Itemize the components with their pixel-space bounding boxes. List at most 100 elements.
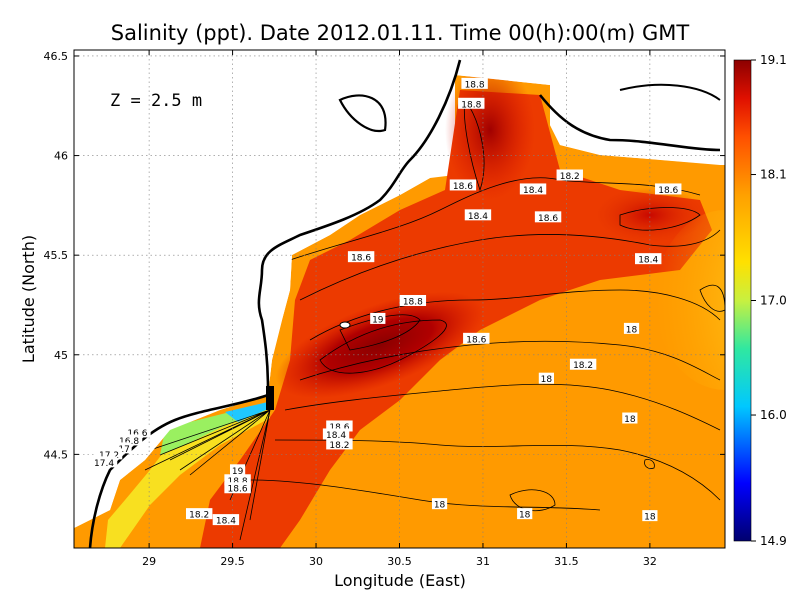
contour-label: 16.6 [124, 426, 151, 439]
contour-label: 18.8 [224, 474, 251, 487]
contour-label-box [95, 448, 123, 460]
contour-label-text: 18.6 [453, 182, 473, 192]
colorbar-tick-label: 16.0 [760, 408, 787, 422]
contour-label-box [326, 420, 353, 432]
colorbar-tick-label: 14.9 [760, 534, 787, 548]
x-tick-label: 30.5 [387, 555, 412, 568]
contour-label-text: 17.4 [94, 459, 114, 469]
contour-label-text: 18.2 [573, 361, 593, 371]
contour-label: 18.6 [534, 211, 562, 224]
x-tick-label: 32 [643, 555, 657, 568]
contour-label-text: 19 [372, 315, 384, 325]
contour-label-box [569, 358, 597, 370]
contour-label-text: 18.6 [351, 254, 371, 264]
contour-label-text: 18.8 [465, 80, 485, 90]
contour-label-box [229, 464, 246, 476]
contour-label-text: 18.8 [228, 477, 248, 487]
coastline [257, 59, 462, 391]
contour-label: 18 [642, 510, 658, 523]
contour-label-text: 18 [434, 501, 446, 511]
contour-labels: 18.818.818.618.218.4 18.618.4 18.618.6 18.4… [90, 77, 682, 527]
contour-label-text: 18.6 [658, 186, 678, 196]
chart-title: Salinity (ppt). Date 2012.01.11. Time 00… [111, 21, 690, 45]
sea-north-core [445, 60, 535, 200]
contour-label: 18.4 [464, 209, 492, 222]
coastline-lagoon [338, 94, 387, 133]
land-mass-north [455, 50, 725, 165]
x-tick-label: 30 [309, 555, 323, 568]
contour-label-box [622, 412, 638, 424]
contour-lines [144, 98, 725, 541]
x-axis: 29 29.5 30 30.5 31 31.5 32 [142, 50, 657, 568]
contour-label-text: 18.4 [523, 186, 543, 196]
contour-label-box [464, 209, 492, 221]
y-axis-label: Latitude (North) [19, 235, 38, 363]
contour-label: 18.2 [569, 358, 597, 371]
contour-label-text: 18.2 [560, 172, 580, 182]
sea-east-core [595, 187, 705, 243]
contour-label: 18 [431, 498, 448, 511]
contour-label-box [655, 183, 682, 195]
contour-label: 18 [517, 508, 533, 521]
contour-label-box [212, 514, 240, 526]
colorbar-tick-label: 19.1 [760, 53, 787, 67]
contour-label-box [556, 169, 583, 181]
contour-label: 18.6 [449, 179, 477, 192]
colorbar-tick-label: 17.0 [760, 294, 787, 308]
contour-label-text: 18.6 [538, 214, 558, 224]
contour-label-text: 16.6 [127, 429, 147, 439]
contour-label: 18 [622, 412, 638, 425]
contour-label: 18.8 [458, 97, 485, 110]
contour-label: 18.8 [461, 77, 488, 90]
contour-label-box [642, 510, 658, 522]
coastline-estuary [619, 83, 721, 101]
contour-label: 18.4 [635, 253, 662, 266]
contour-label-box [185, 508, 213, 520]
contour-label-box [449, 179, 477, 191]
y-tick-label: 45.5 [44, 249, 69, 262]
contour-label-box [461, 77, 488, 89]
contour-label-box [458, 97, 485, 109]
contour-label: 18.2 [556, 169, 583, 182]
contour-label-text: 18.4 [216, 517, 236, 527]
coastline-north [538, 94, 721, 152]
x-tick-label: 31.5 [554, 555, 579, 568]
contour-label: 17 [116, 442, 132, 455]
fresh-plume-tip [225, 402, 268, 422]
contour-label-box [635, 253, 662, 265]
contour-label: 18.6 [224, 482, 251, 495]
y-axis: 44.5 45 45.5 46 46.5 [44, 50, 725, 461]
contour-label: 16.8 [115, 434, 143, 447]
contour-label-box [370, 312, 386, 324]
contour-label-text: 18.4 [638, 256, 658, 266]
island [339, 321, 351, 329]
depth-annotation: Z = 2.5 m [110, 91, 202, 111]
contour-label-text: 18.4 [326, 431, 346, 441]
contour-label-text: 18.2 [189, 511, 209, 521]
contour-label: 17.4 [90, 456, 118, 469]
contour-label-box [224, 482, 251, 494]
contour-label-text: 19 [232, 467, 244, 477]
colorbar [733, 59, 752, 542]
contour-label: 18.4 [519, 183, 547, 196]
x-tick-label: 29 [142, 555, 156, 568]
contour-label: 17.2 [95, 448, 123, 461]
y-tick-label: 45 [54, 349, 68, 362]
contour-label-box [124, 426, 151, 438]
contour-label-box [116, 442, 132, 454]
contour-label-text: 18.8 [461, 100, 481, 110]
contour-label-text: 17.2 [99, 451, 119, 461]
contour-label-box [623, 322, 640, 334]
contour-label: 18.2 [326, 438, 353, 451]
land-mass [74, 50, 455, 528]
contour-label-text: 17 [118, 445, 129, 455]
contour-label-box [517, 508, 533, 520]
contour-label-text: 18 [644, 513, 656, 523]
contour-label-text: 18 [626, 325, 638, 335]
contour-label-box [326, 438, 353, 450]
contour-label: 18.2 [185, 508, 213, 521]
contour-label: 19 [229, 464, 246, 477]
contour-label: 18.8 [399, 294, 427, 307]
contour-label: 19 [370, 312, 386, 325]
